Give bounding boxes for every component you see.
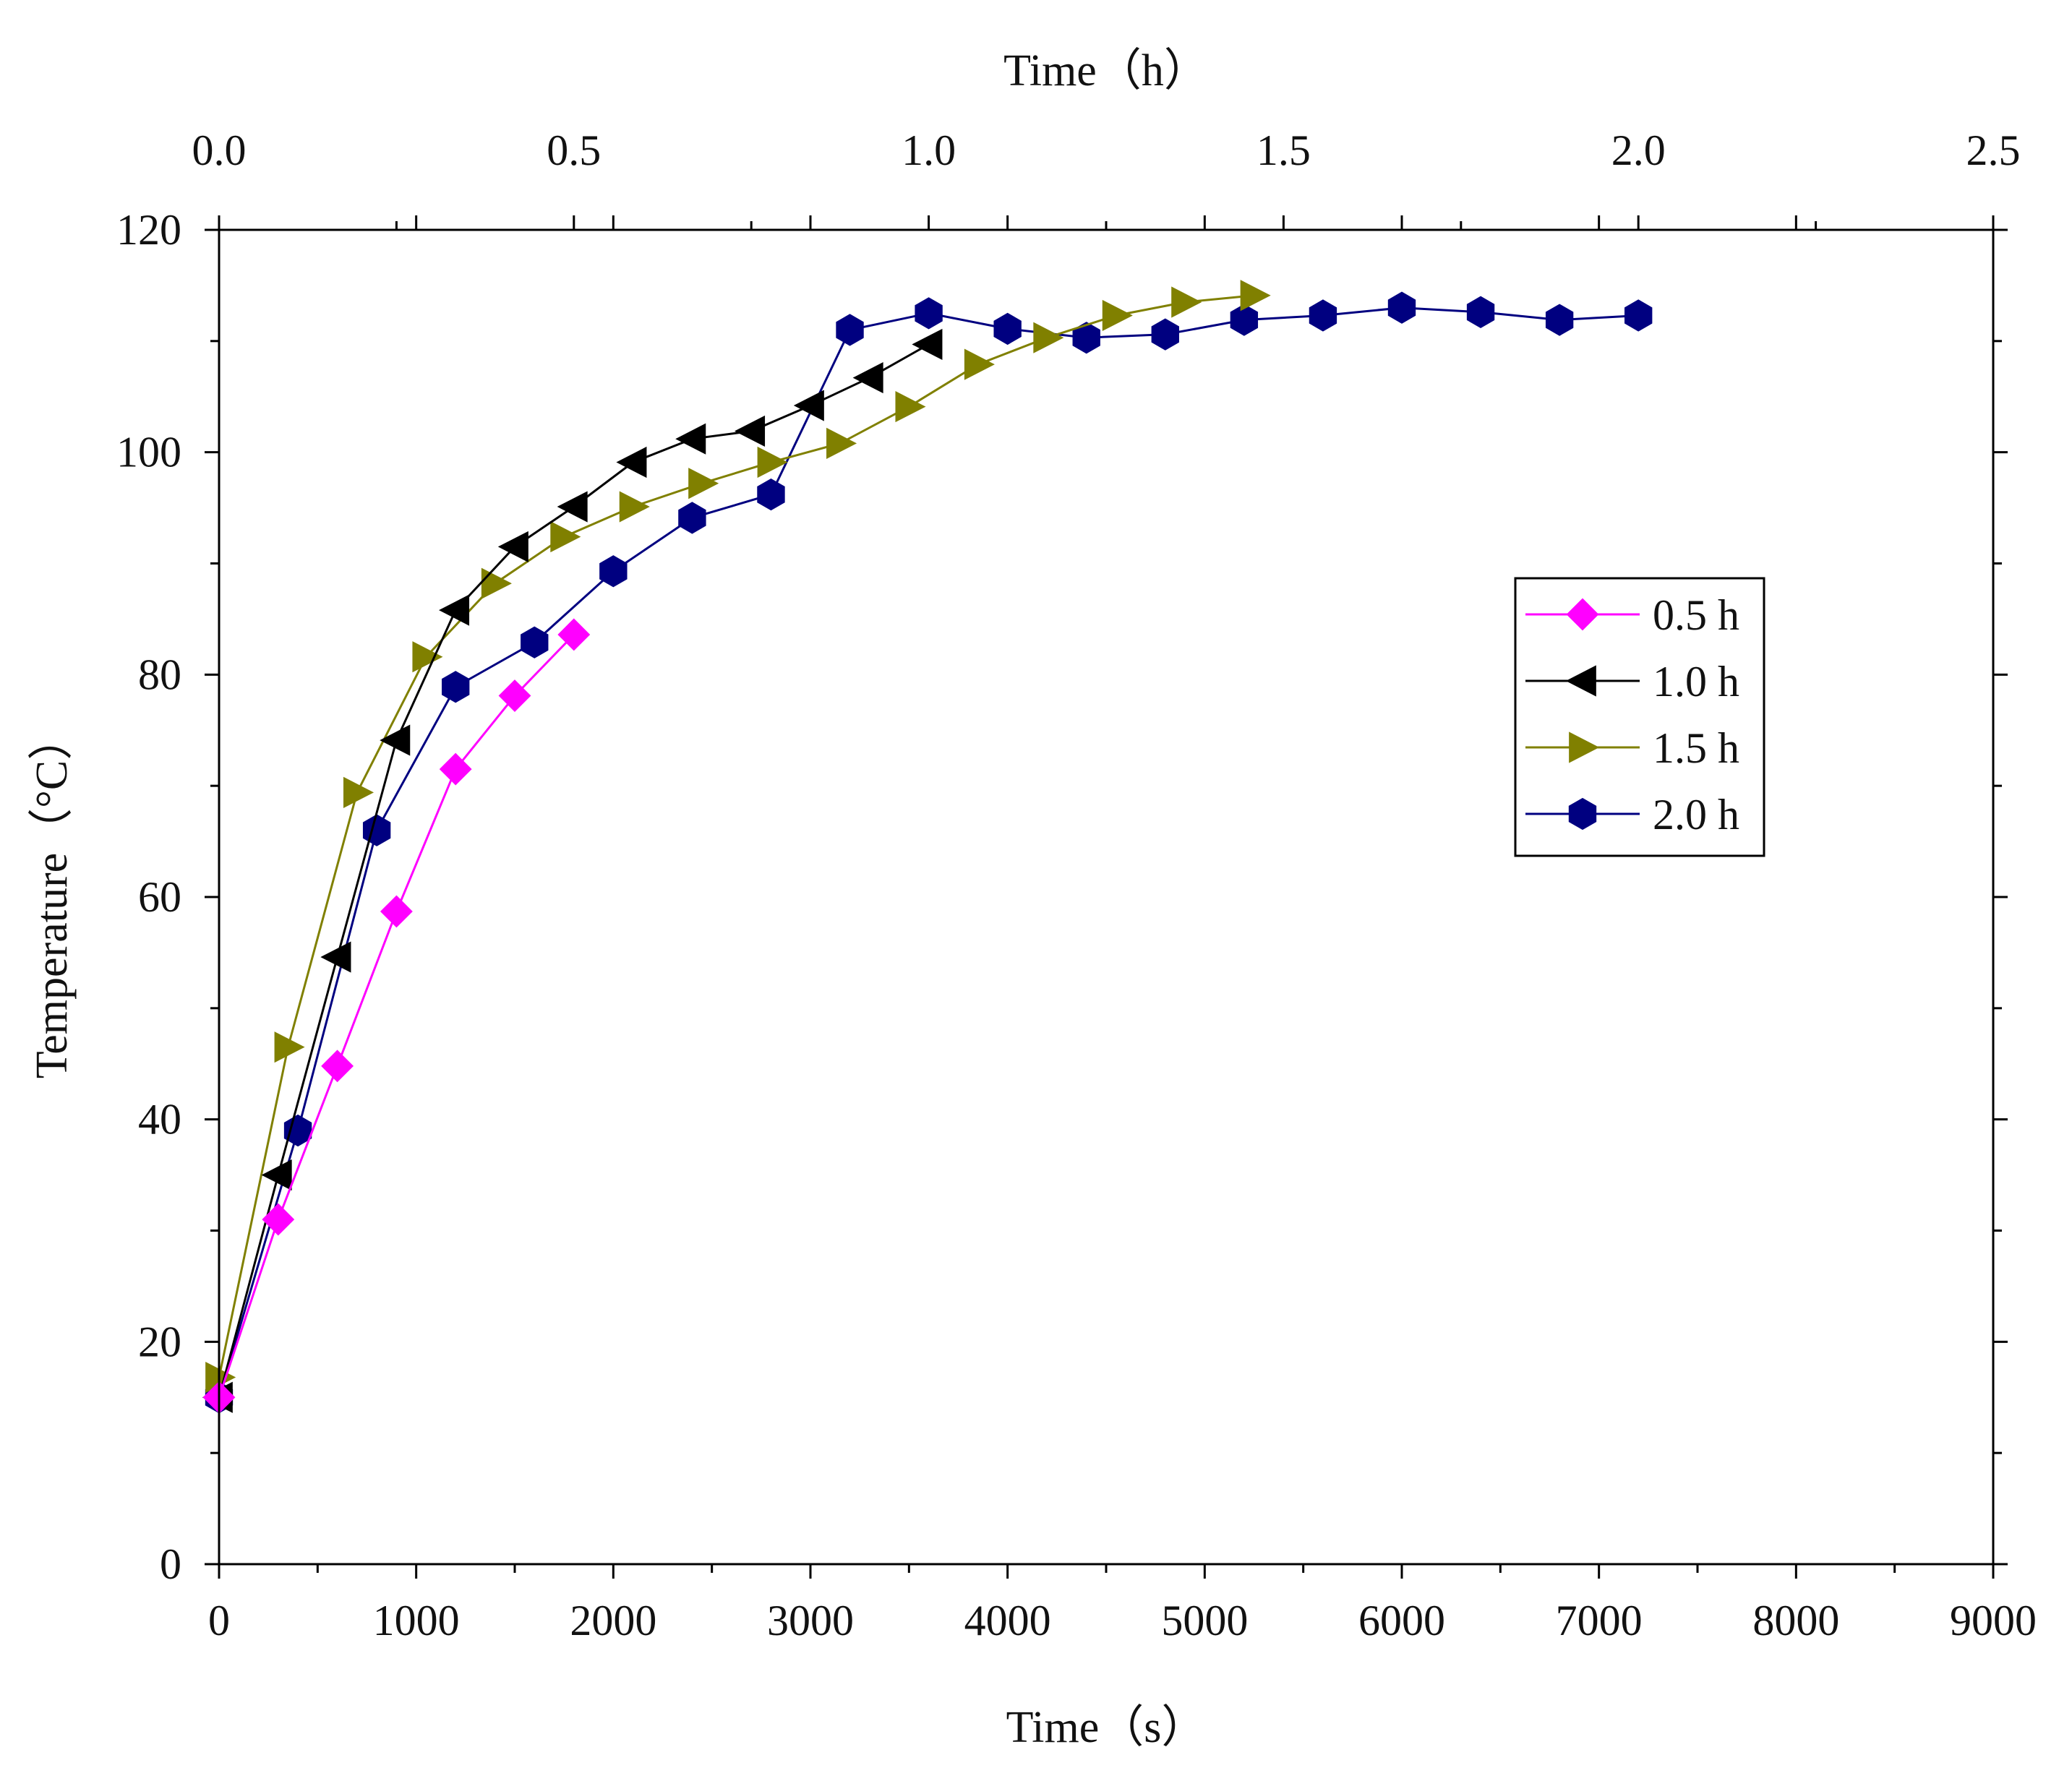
data-point [521,626,549,658]
y-tick-label: 0 [160,1540,181,1588]
data-point [362,814,391,846]
labels-layer: Time（s） Time（h） Temperature（°C） [27,46,1209,1752]
legend-marker [1565,665,1596,697]
data-point [1240,280,1271,312]
x-tick-label: 6000 [1358,1597,1445,1644]
data-point [619,491,650,523]
data-point [481,567,512,599]
data-point [1387,291,1416,324]
data-point [675,423,706,455]
data-point [550,520,581,553]
data-point [735,415,766,447]
data-point [678,502,706,534]
data-point [852,362,883,394]
data-point [826,427,857,459]
legend-label: 2.0 h [1653,791,1739,838]
x-tick-label: 1000 [373,1597,460,1644]
data-point [793,390,824,421]
y-axis-title: Temperature（°C） [27,716,77,1079]
data-point [757,478,785,511]
data-point [599,555,628,588]
data-point [1102,299,1133,332]
series-1-0-h [202,328,943,1413]
plot-frame [218,228,1995,1566]
y-tick-label: 120 [116,206,181,254]
legend: 0.5 h 1.0 h 1.5 h 2.0 h [1514,577,1765,857]
x2-tick-label: 2.5 [1966,126,2021,174]
legend-marker [1566,598,1599,631]
data-point [439,594,470,626]
data-point [412,641,443,673]
data-point [262,1203,295,1236]
data-point [343,776,374,808]
data-point [380,895,413,928]
data-point [1033,322,1064,353]
x-tick-label: 2000 [570,1597,656,1644]
data-point [1230,304,1259,336]
data-point [616,446,647,478]
series-1-5-h [205,280,1271,1394]
x2-tick-label: 1.5 [1257,126,1311,174]
legend-item: 0.5 h [1525,591,1739,639]
x-tick-label: 4000 [964,1597,1051,1644]
data-point [442,671,470,703]
y-tick-label: 40 [138,1096,181,1143]
legend-item: 1.0 h [1525,658,1739,705]
data-point [321,1050,354,1083]
data-point [1309,299,1337,332]
x2-tick-label: 2.0 [1611,126,1666,174]
x2-tick-label: 0.0 [192,126,247,174]
x-axis-title: Time（s） [1006,1703,1207,1752]
data-point [380,724,411,756]
data-point [895,391,926,423]
data-point [1171,286,1202,318]
legend-label: 1.5 h [1653,724,1739,772]
x-tick-label: 0 [208,1597,230,1644]
data-point [688,468,719,499]
data-point [993,312,1022,346]
y-tick-label: 80 [138,651,181,698]
x2-tick-label: 0.5 [547,126,601,174]
data-point [274,1031,305,1063]
data-point [964,348,995,380]
data-point [912,328,943,361]
data-point [261,1159,292,1191]
data-point [1624,299,1653,332]
series-line [218,294,1254,1378]
y-tick-label: 100 [116,429,181,476]
x-tick-label: 9000 [1950,1597,2037,1644]
legend-label: 1.0 h [1653,658,1739,705]
data-point [498,679,531,712]
data-point [1151,318,1179,351]
y-tick-label: 20 [138,1318,181,1365]
y-tick-label: 60 [138,873,181,921]
data-point [497,531,528,563]
x2-axis-title: Time（h） [1003,46,1209,95]
data-point [439,752,472,786]
data-point [836,314,864,346]
legend-item: 2.0 h [1525,791,1739,838]
legend-label: 0.5 h [1653,591,1739,639]
x-tick-label: 7000 [1556,1597,1643,1644]
data-point [1466,296,1495,328]
x-tick-label: 3000 [767,1597,854,1644]
legend-item: 1.5 h [1525,724,1739,772]
legend-marker [1569,731,1600,763]
data-point [557,618,591,651]
legend-marker [1568,797,1597,831]
data-point [320,941,351,973]
x-tick-label: 8000 [1752,1597,1839,1644]
x-tick-label: 5000 [1161,1597,1248,1644]
data-point [1545,304,1574,336]
data-point [283,1114,312,1147]
legend-box [1514,577,1765,857]
x2-tick-label: 1.0 [902,126,956,174]
data-point [757,446,788,478]
data-point [557,491,588,523]
data-point [915,297,943,330]
ticks-layer: 0 1000 2000 3000 4000 5000 6000 7000 8000 90000.0… [116,126,2037,1644]
